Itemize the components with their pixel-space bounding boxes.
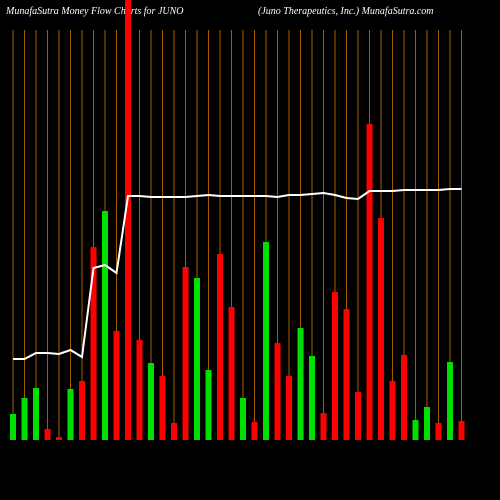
- bar: [67, 389, 74, 440]
- bar: [286, 376, 292, 440]
- bar: [194, 278, 200, 440]
- bar: [10, 414, 16, 440]
- bar: [447, 362, 453, 440]
- bar: [44, 429, 51, 440]
- bar: [332, 292, 338, 440]
- bar: [171, 423, 177, 440]
- bar: [251, 422, 258, 440]
- chart-title: MunafaSutra Money Flow Charts for JUNO: [5, 6, 184, 17]
- bar: [412, 420, 419, 440]
- bar: [217, 254, 223, 440]
- bar: [366, 124, 373, 440]
- bar: [240, 398, 246, 440]
- bar: [297, 328, 304, 440]
- bar: [33, 388, 39, 440]
- bar: [389, 381, 396, 440]
- bar: [102, 211, 108, 440]
- bar: [320, 413, 327, 440]
- bar: [274, 343, 281, 440]
- bar: [113, 331, 120, 440]
- bar: [309, 356, 315, 440]
- bar: [401, 355, 407, 440]
- bar: [90, 247, 97, 440]
- chart-subtitle: (Juno Therapeutics, Inc.) MunafaSutra.co…: [258, 6, 434, 17]
- bar: [424, 407, 430, 440]
- bar: [159, 376, 166, 440]
- bar: [148, 363, 154, 440]
- bar: [228, 307, 235, 440]
- bar: [205, 370, 212, 440]
- bar: [458, 421, 465, 440]
- money-flow-line: [13, 188, 462, 360]
- bar: [56, 437, 62, 440]
- bar: [343, 309, 350, 440]
- bar: [21, 398, 28, 440]
- bar: [182, 267, 189, 440]
- bar: [355, 392, 361, 440]
- bar: [125, 0, 131, 440]
- bar: [378, 218, 384, 440]
- bar: [435, 423, 442, 440]
- bar: [79, 381, 85, 440]
- bar: [263, 242, 269, 440]
- bar: [136, 340, 143, 440]
